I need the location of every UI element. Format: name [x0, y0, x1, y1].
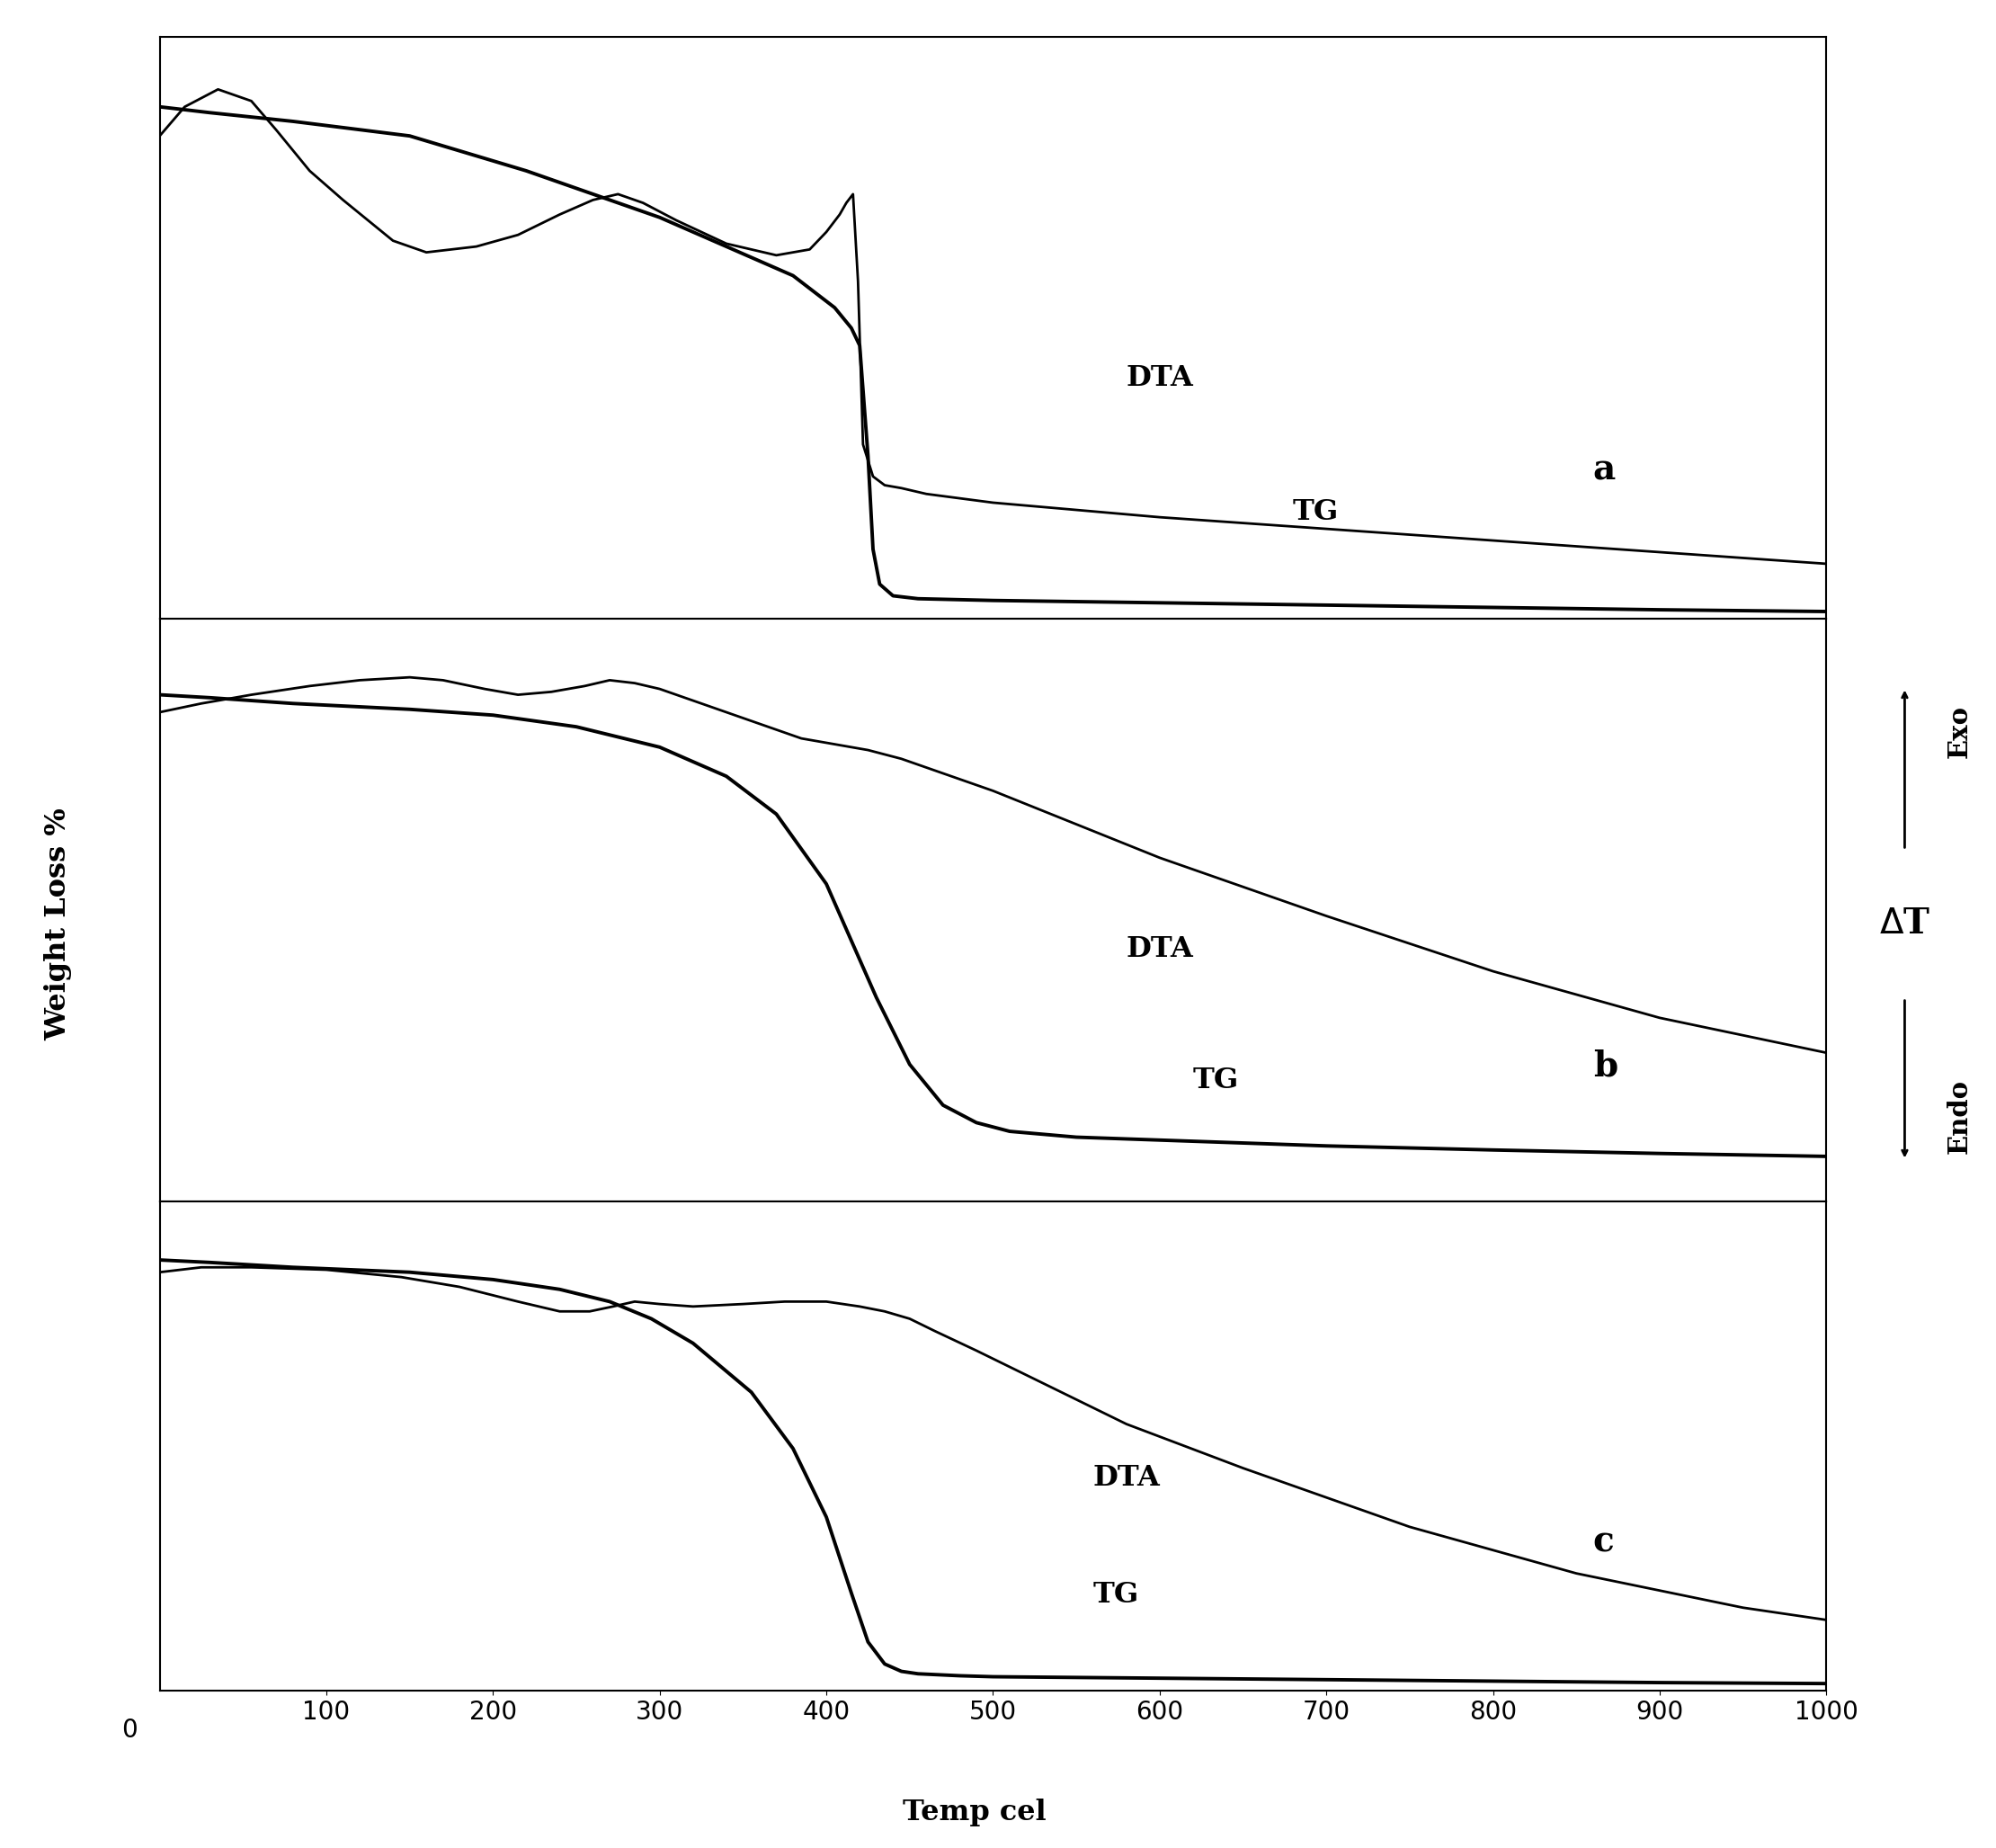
Text: DTA: DTA [1126, 935, 1194, 963]
Text: $\Delta$T: $\Delta$T [1878, 907, 1930, 941]
Text: DTA: DTA [1094, 1464, 1160, 1491]
Text: Endo: Endo [1946, 1079, 1972, 1153]
Text: TG: TG [1194, 1066, 1240, 1094]
Text: b: b [1593, 1050, 1617, 1083]
Text: 0: 0 [122, 1719, 138, 1743]
Text: c: c [1593, 1525, 1615, 1558]
Text: a: a [1593, 453, 1615, 486]
Text: Exo: Exo [1946, 706, 1972, 758]
Text: TG: TG [1293, 499, 1339, 527]
Text: Weight Loss %: Weight Loss % [44, 808, 72, 1040]
Text: DTA: DTA [1126, 364, 1194, 392]
Text: TG: TG [1094, 1582, 1140, 1610]
Text: Temp cel: Temp cel [902, 1798, 1046, 1826]
